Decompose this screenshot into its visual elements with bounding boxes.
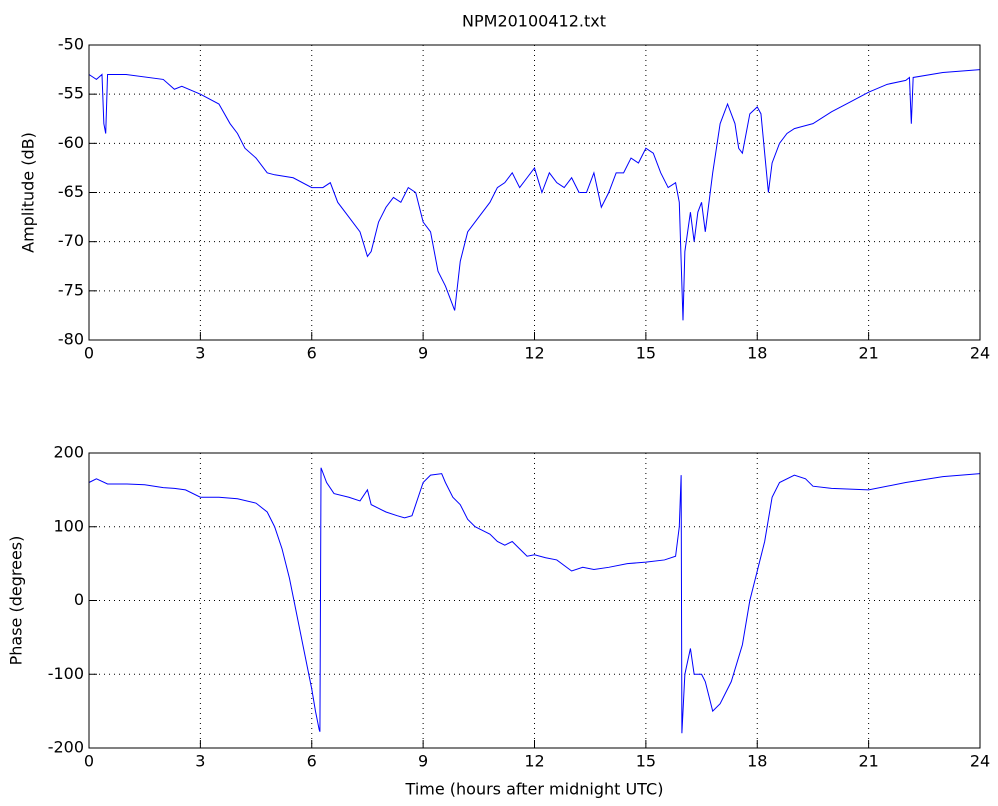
y-axis-label: Amplitude (dB) <box>19 132 38 253</box>
x-tick-label: 24 <box>970 752 990 771</box>
y-tick-label: -75 <box>58 280 84 299</box>
x-axis-label: Time (hours after midnight UTC) <box>405 780 664 799</box>
y-tick-label: 0 <box>74 590 84 609</box>
x-tick-label: 3 <box>195 344 205 363</box>
y-tick-label: -65 <box>58 182 84 201</box>
x-tick-label: 6 <box>307 752 317 771</box>
y-tick-label: -60 <box>58 133 84 152</box>
x-tick-label: 15 <box>636 344 656 363</box>
y-tick-label: -100 <box>48 664 84 683</box>
x-tick-label: 21 <box>858 344 878 363</box>
x-tick-label: 21 <box>858 752 878 771</box>
y-tick-label: -70 <box>58 231 84 250</box>
axes-frame <box>88 452 981 749</box>
x-tick-label: 9 <box>418 752 428 771</box>
x-tick-label: 18 <box>747 344 767 363</box>
data-line <box>88 69 981 321</box>
y-tick-label: -55 <box>58 84 84 103</box>
x-tick-label: 6 <box>307 344 317 363</box>
y-tick-label: 100 <box>53 516 84 535</box>
data-line <box>88 467 981 734</box>
x-tick-label: 12 <box>524 752 544 771</box>
x-tick-label: 3 <box>195 752 205 771</box>
y-tick-label: -50 <box>58 35 84 54</box>
x-tick-label: 9 <box>418 344 428 363</box>
x-tick-label: 18 <box>747 752 767 771</box>
y-tick-label: 200 <box>53 443 84 462</box>
y-tick-label: -80 <box>58 330 84 349</box>
x-tick-label: 24 <box>970 344 990 363</box>
chart-title: NPM20100412.txt <box>462 12 606 31</box>
x-tick-label: 15 <box>636 752 656 771</box>
x-tick-label: 0 <box>84 344 94 363</box>
x-tick-label: 12 <box>524 344 544 363</box>
y-tick-label: -200 <box>48 738 84 757</box>
axes-frame <box>88 44 981 341</box>
y-axis-label: Phase (degrees) <box>7 536 26 666</box>
x-tick-label: 0 <box>84 752 94 771</box>
